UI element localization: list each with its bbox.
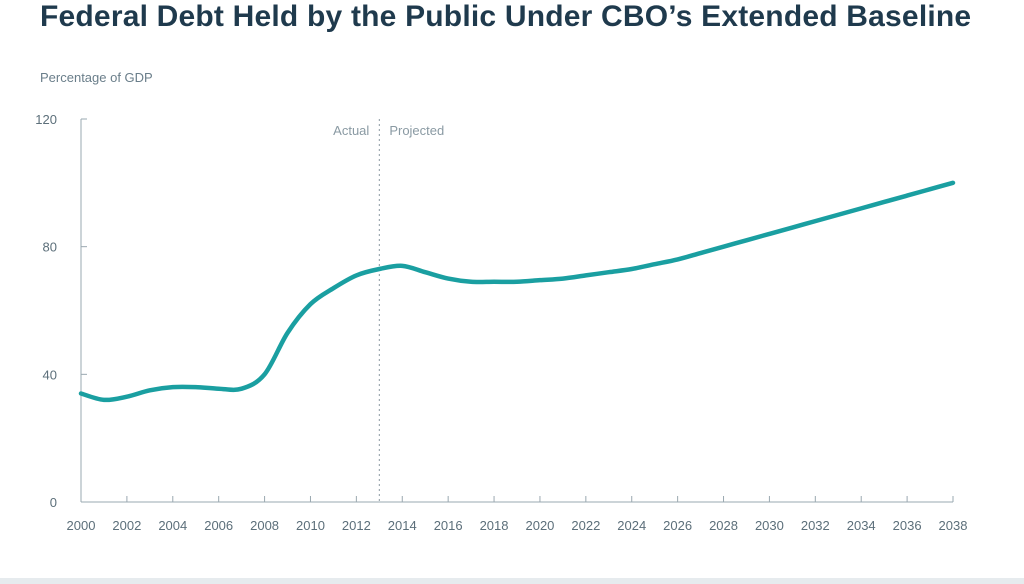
x-tick-label-2006: 2006 — [204, 518, 233, 533]
y-axis-label: Percentage of GDP — [40, 70, 153, 85]
x-tick-label-2002: 2002 — [112, 518, 141, 533]
actual-label: Actual — [333, 123, 369, 138]
y-tick-label-80: 80 — [43, 240, 57, 255]
x-tick-label-2032: 2032 — [801, 518, 830, 533]
chart-title: Federal Debt Held by the Public Under CB… — [40, 0, 972, 33]
x-tick-label-2028: 2028 — [709, 518, 738, 533]
debt-series-line — [78, 180, 956, 403]
x-tick-label-2038: 2038 — [939, 518, 968, 533]
x-tick-label-2014: 2014 — [388, 518, 417, 533]
bottom-rule — [0, 578, 1024, 584]
x-tick-label-2018: 2018 — [480, 518, 509, 533]
x-tick-label-2036: 2036 — [893, 518, 922, 533]
x-tick-label-2010: 2010 — [296, 518, 325, 533]
y-tick-label-40: 40 — [43, 367, 57, 382]
x-tick-label-2020: 2020 — [525, 518, 554, 533]
x-tick-label-2016: 2016 — [434, 518, 463, 533]
x-tick-label-2030: 2030 — [755, 518, 784, 533]
x-tick-label-2024: 2024 — [617, 518, 646, 533]
y-tick-label-120: 120 — [35, 112, 57, 127]
x-tick-label-2034: 2034 — [847, 518, 876, 533]
projected-label: Projected — [389, 123, 444, 138]
x-tick-label-2026: 2026 — [663, 518, 692, 533]
y-tick-label-0: 0 — [50, 495, 57, 510]
x-tick-label-2000: 2000 — [67, 518, 96, 533]
x-tick-label-2004: 2004 — [158, 518, 187, 533]
x-tick-label-2008: 2008 — [250, 518, 279, 533]
x-tick-label-2022: 2022 — [571, 518, 600, 533]
x-tick-label-2012: 2012 — [342, 518, 371, 533]
